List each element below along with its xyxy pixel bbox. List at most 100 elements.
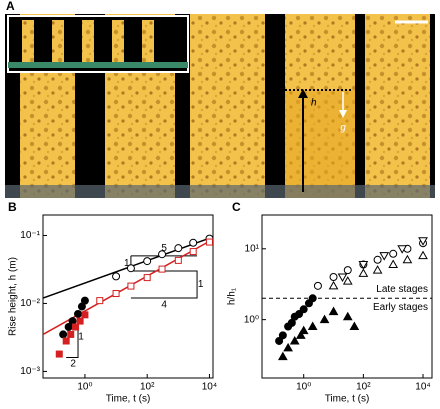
x-tick-label: 10⁴ bbox=[202, 382, 217, 393]
point bbox=[313, 281, 322, 290]
threshold-label: Late stages bbox=[376, 284, 428, 295]
point bbox=[189, 238, 198, 247]
point bbox=[174, 244, 183, 253]
tray bbox=[5, 185, 435, 198]
point bbox=[329, 272, 338, 281]
point bbox=[358, 268, 369, 277]
point bbox=[342, 311, 353, 321]
point bbox=[189, 248, 197, 256]
point bbox=[143, 274, 151, 282]
point bbox=[174, 256, 182, 264]
x-tick-label: 10² bbox=[140, 382, 155, 393]
point bbox=[358, 261, 369, 270]
plot-frame bbox=[261, 214, 433, 379]
point bbox=[295, 330, 306, 339]
sponge bbox=[365, 14, 430, 198]
point bbox=[343, 266, 352, 275]
point bbox=[143, 257, 152, 266]
inset-tray bbox=[8, 62, 188, 68]
slope-label: 5 bbox=[161, 243, 167, 254]
point bbox=[418, 250, 428, 260]
point bbox=[80, 296, 89, 305]
x-tick-label: 10² bbox=[356, 382, 371, 393]
panel-label: C bbox=[232, 200, 241, 214]
y-tick-label: 10⁻¹ bbox=[20, 230, 40, 241]
x-tick-label: 10⁰ bbox=[77, 382, 92, 393]
point bbox=[289, 335, 300, 345]
point bbox=[402, 254, 413, 264]
plot-frame bbox=[42, 214, 214, 379]
point bbox=[96, 297, 104, 305]
point bbox=[126, 264, 135, 273]
point bbox=[112, 290, 120, 298]
point bbox=[298, 325, 309, 335]
point bbox=[373, 255, 382, 264]
point bbox=[275, 336, 284, 345]
h-arrowhead bbox=[298, 89, 308, 98]
slope-label: 1 bbox=[198, 279, 204, 290]
point bbox=[388, 259, 399, 269]
point bbox=[397, 245, 408, 254]
point bbox=[76, 317, 84, 325]
point bbox=[308, 294, 317, 303]
g-arrowhead bbox=[339, 110, 347, 118]
point bbox=[372, 265, 383, 274]
x-tick-label: 10⁴ bbox=[415, 382, 430, 393]
point bbox=[158, 250, 167, 259]
point bbox=[277, 351, 288, 361]
point bbox=[112, 272, 121, 281]
point bbox=[205, 238, 213, 246]
sponge bbox=[190, 14, 265, 198]
point bbox=[67, 330, 75, 338]
x-tick-label: 10⁰ bbox=[296, 382, 311, 393]
slope-label: 2 bbox=[70, 358, 76, 369]
point bbox=[127, 282, 135, 290]
point bbox=[72, 323, 80, 331]
inset-sponge bbox=[52, 20, 64, 68]
point bbox=[319, 314, 330, 324]
wet-region bbox=[285, 90, 355, 198]
point bbox=[283, 342, 293, 352]
point bbox=[295, 310, 304, 319]
y-tick-label: 10⁻² bbox=[20, 298, 40, 309]
panel-label: B bbox=[8, 200, 17, 214]
inset-sponge bbox=[22, 20, 34, 68]
x-axis-label: Time, t (s) bbox=[325, 394, 370, 404]
panel-label: A bbox=[6, 0, 15, 13]
point bbox=[349, 321, 360, 331]
slope-triangle bbox=[66, 318, 79, 359]
point bbox=[299, 305, 308, 314]
point bbox=[158, 265, 166, 273]
slope-label: 1 bbox=[124, 258, 130, 269]
point bbox=[307, 321, 318, 331]
y-tick-label: 10⁰ bbox=[244, 314, 259, 325]
point bbox=[389, 249, 398, 258]
y-tick-label: 10⁻³ bbox=[20, 366, 40, 377]
inset-sponge bbox=[112, 20, 124, 68]
point bbox=[418, 237, 428, 246]
point bbox=[59, 330, 68, 339]
point bbox=[55, 350, 63, 358]
y-tick-label: 10¹ bbox=[245, 243, 260, 254]
point bbox=[62, 337, 70, 345]
point bbox=[81, 311, 89, 319]
point bbox=[328, 306, 339, 316]
point bbox=[328, 280, 339, 290]
slope-label: 1 bbox=[78, 332, 84, 343]
inset-sponge bbox=[142, 20, 154, 68]
y-axis-label: Rise height, h (m) bbox=[8, 257, 19, 336]
point bbox=[74, 309, 83, 318]
point bbox=[337, 273, 348, 282]
point bbox=[278, 331, 287, 340]
point bbox=[379, 252, 390, 261]
x-axis-label: Time, t (s) bbox=[106, 394, 151, 404]
photo-panel: A h g bbox=[5, 0, 435, 198]
h-label: h bbox=[311, 98, 317, 109]
point bbox=[342, 276, 353, 285]
g-label: g bbox=[340, 123, 346, 134]
slope-label: 4 bbox=[161, 300, 167, 311]
y-axis-label: h/h₁ bbox=[227, 287, 238, 305]
threshold-label: Early stages bbox=[373, 302, 428, 313]
inset-sponge bbox=[82, 20, 94, 68]
